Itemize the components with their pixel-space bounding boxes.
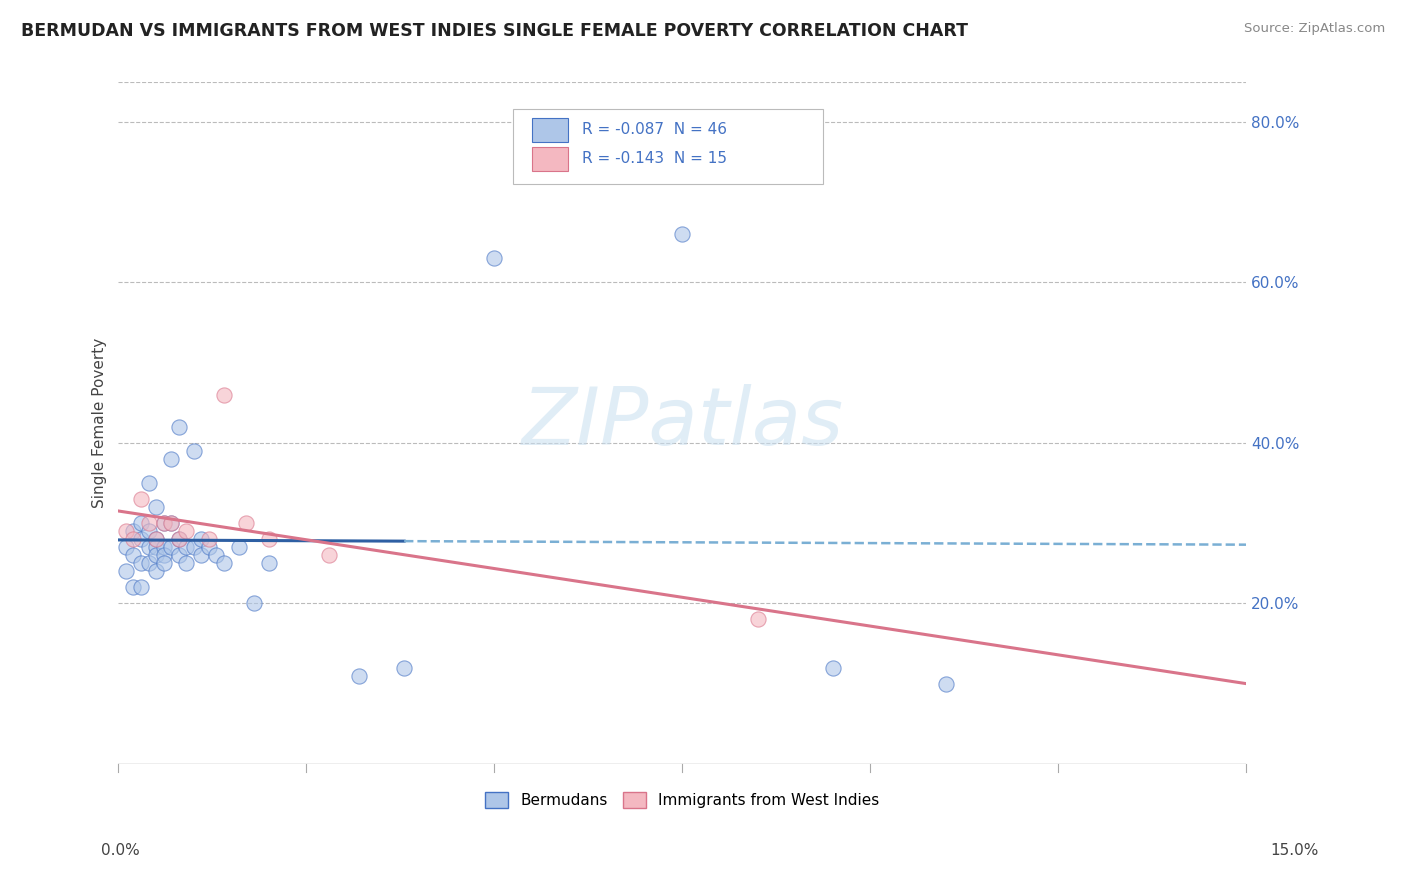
Y-axis label: Single Female Poverty: Single Female Poverty xyxy=(93,338,107,508)
Point xyxy=(145,532,167,546)
Point xyxy=(174,556,197,570)
Text: 15.0%: 15.0% xyxy=(1271,843,1319,858)
Point xyxy=(212,388,235,402)
Point xyxy=(174,524,197,538)
Point xyxy=(122,524,145,538)
Point xyxy=(197,532,219,546)
Point xyxy=(129,580,152,594)
Point xyxy=(167,420,190,434)
Point xyxy=(167,548,190,562)
Point xyxy=(122,580,145,594)
Point xyxy=(129,491,152,506)
Point xyxy=(145,548,167,562)
Point xyxy=(257,556,280,570)
Point xyxy=(115,540,138,554)
Point xyxy=(671,227,693,242)
Point xyxy=(197,540,219,554)
Point xyxy=(747,612,769,626)
Text: R = -0.087  N = 46: R = -0.087 N = 46 xyxy=(582,122,727,137)
Point xyxy=(160,452,183,467)
Point xyxy=(392,660,415,674)
Point xyxy=(174,540,197,554)
Point xyxy=(152,516,174,530)
Point xyxy=(145,564,167,578)
Point xyxy=(167,532,190,546)
Point xyxy=(318,548,340,562)
Point xyxy=(152,548,174,562)
Point xyxy=(160,516,183,530)
Point xyxy=(152,516,174,530)
Point xyxy=(145,500,167,514)
Point xyxy=(138,524,160,538)
Point xyxy=(228,540,250,554)
Point xyxy=(122,532,145,546)
Point xyxy=(160,540,183,554)
Point xyxy=(129,556,152,570)
Point xyxy=(122,548,145,562)
FancyBboxPatch shape xyxy=(533,147,568,171)
Text: ZIPatlas: ZIPatlas xyxy=(522,384,844,462)
Point xyxy=(152,540,174,554)
Text: 0.0%: 0.0% xyxy=(101,843,141,858)
Point xyxy=(242,596,264,610)
Point xyxy=(484,252,506,266)
Point xyxy=(160,516,183,530)
Point xyxy=(145,540,167,554)
FancyBboxPatch shape xyxy=(513,109,824,184)
Text: BERMUDAN VS IMMIGRANTS FROM WEST INDIES SINGLE FEMALE POVERTY CORRELATION CHART: BERMUDAN VS IMMIGRANTS FROM WEST INDIES … xyxy=(21,22,969,40)
Point xyxy=(138,556,160,570)
Point xyxy=(167,532,190,546)
Point xyxy=(138,476,160,491)
Text: Source: ZipAtlas.com: Source: ZipAtlas.com xyxy=(1244,22,1385,36)
Point xyxy=(138,540,160,554)
Point xyxy=(152,556,174,570)
FancyBboxPatch shape xyxy=(533,118,568,142)
Point xyxy=(115,524,138,538)
Point xyxy=(145,532,167,546)
Point xyxy=(129,532,152,546)
Point xyxy=(235,516,257,530)
Point xyxy=(347,668,370,682)
Point xyxy=(190,548,212,562)
Point xyxy=(138,516,160,530)
Text: R = -0.143  N = 15: R = -0.143 N = 15 xyxy=(582,152,727,167)
Point xyxy=(934,676,956,690)
Point xyxy=(212,556,235,570)
Point xyxy=(183,444,205,458)
Point xyxy=(129,516,152,530)
Point xyxy=(205,548,228,562)
Point xyxy=(821,660,844,674)
Point xyxy=(183,540,205,554)
Point xyxy=(190,532,212,546)
Legend: Bermudans, Immigrants from West Indies: Bermudans, Immigrants from West Indies xyxy=(479,786,886,814)
Point xyxy=(257,532,280,546)
Point xyxy=(115,564,138,578)
